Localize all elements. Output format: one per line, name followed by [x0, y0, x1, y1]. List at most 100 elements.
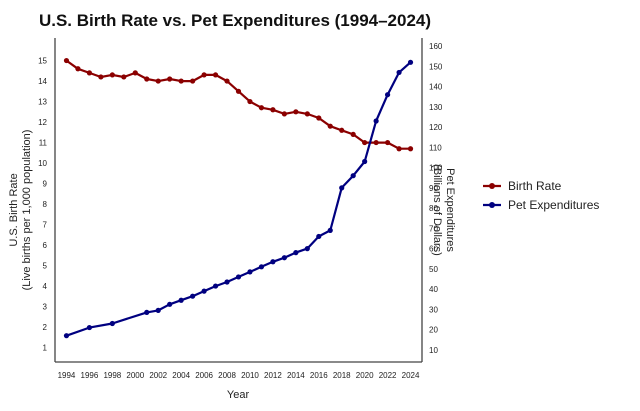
left-y-tick-label: 3	[43, 303, 48, 312]
data-point	[258, 264, 265, 270]
x-tick-label: 2006	[195, 371, 213, 380]
data-point	[396, 69, 402, 76]
data-point	[167, 76, 173, 82]
data-point	[178, 78, 184, 84]
data-point	[155, 78, 161, 84]
x-tick-label: 1998	[103, 371, 121, 380]
data-point	[281, 255, 287, 261]
data-point	[384, 92, 391, 98]
right-y-tick-label: 100	[429, 164, 443, 173]
series-group	[63, 57, 414, 339]
left-y-tick-label: 15	[38, 57, 47, 66]
left-y-tick-label: 13	[38, 98, 47, 107]
right-y-axis-label: Pet Expenditures (Billions of Dollars)	[431, 164, 456, 256]
left-y-tick-label: 14	[38, 77, 47, 86]
data-point	[339, 185, 345, 191]
data-point	[98, 74, 104, 80]
series-pet-expenditures	[63, 59, 414, 339]
x-tick-label: 2018	[333, 371, 351, 380]
data-point	[201, 72, 207, 78]
right-y-tick-label: 110	[429, 143, 442, 152]
x-axis-label: Year	[227, 389, 250, 401]
data-point	[247, 98, 253, 105]
x-tick-label: 2020	[356, 371, 374, 380]
data-point	[132, 70, 138, 76]
series-line	[66, 61, 412, 337]
data-point	[201, 288, 207, 294]
data-point	[327, 123, 333, 129]
data-point	[235, 88, 242, 94]
data-point	[281, 111, 287, 117]
series-birth-rate	[63, 57, 414, 152]
data-point	[327, 227, 333, 233]
data-point	[362, 158, 368, 165]
right-y-tick-label: 90	[429, 184, 438, 193]
x-tick-label: 2010	[241, 371, 259, 380]
data-point	[86, 324, 93, 331]
data-point	[109, 320, 115, 327]
data-point	[373, 118, 379, 124]
data-point	[224, 279, 230, 285]
x-tick-label: 2014	[287, 371, 305, 380]
data-point	[304, 246, 310, 252]
left-y-tick-label: 7	[43, 221, 48, 230]
data-point	[350, 173, 356, 179]
x-tick-label: 2004	[172, 371, 190, 380]
data-point	[144, 76, 150, 82]
left-y-tick-label: 1	[43, 344, 48, 353]
left-y-tick-label: 8	[43, 200, 48, 209]
x-tick-label: 2012	[264, 371, 282, 380]
x-tick-label: 2022	[379, 371, 397, 380]
x-tick-label: 1996	[81, 371, 99, 380]
legend-marker-icon	[489, 183, 495, 189]
left-y-axis-label: U.S. Birth Rate (Live births per 1,000 p…	[8, 130, 33, 291]
left-y-tick-label: 9	[43, 180, 48, 189]
series-line	[65, 59, 411, 150]
right-y-tick-label: 60	[429, 245, 438, 254]
data-point	[224, 78, 230, 84]
data-point	[362, 139, 368, 146]
data-point	[316, 115, 322, 121]
data-point	[316, 233, 322, 240]
data-point	[373, 139, 379, 146]
x-tick-label: 2008	[218, 371, 236, 380]
data-point	[407, 146, 414, 152]
data-point	[155, 307, 161, 313]
data-point	[144, 309, 150, 315]
left-y-tick-label: 11	[39, 139, 48, 148]
data-point	[247, 269, 253, 275]
x-tick-label: 2016	[310, 371, 328, 380]
legend-item: Birth Rate	[483, 179, 562, 193]
x-tick-label: 2002	[149, 371, 167, 380]
right-y-tick-label: 130	[429, 103, 443, 112]
data-point	[258, 105, 265, 111]
data-point	[384, 139, 391, 146]
right-y-axis-label-line2: (Billions of Dollars)	[431, 164, 443, 256]
x-ticks: 1994 1996 1998 2000 2002 2004 2006 2008 2010 2012…	[58, 371, 420, 380]
left-y-axis-label-line1: U.S. Birth Rate	[8, 173, 20, 246]
left-y-axis-label-line2: (Live births per 1,000 population)	[21, 130, 33, 291]
left-y-tick-label: 10	[38, 159, 47, 168]
data-point	[235, 274, 242, 280]
data-point	[212, 283, 219, 289]
left-y-tick-label: 2	[43, 323, 48, 332]
data-point	[407, 59, 414, 65]
data-point	[75, 66, 81, 72]
right-y-tick-label: 10	[429, 346, 438, 355]
legend: Birth Rate Pet Expenditures	[483, 179, 599, 212]
left-y-tick-label: 5	[43, 262, 48, 271]
data-point	[63, 333, 70, 339]
right-y-tick-label: 20	[429, 326, 438, 335]
data-point	[178, 297, 184, 303]
data-point	[270, 107, 276, 113]
data-point	[109, 72, 115, 78]
data-point	[270, 259, 276, 265]
right-y-tick-label: 40	[429, 285, 438, 294]
data-point	[86, 70, 93, 76]
left-y-tick-label: 4	[43, 282, 48, 291]
data-point	[350, 131, 356, 137]
data-point	[190, 78, 196, 84]
legend-label: Pet Expenditures	[508, 198, 599, 212]
